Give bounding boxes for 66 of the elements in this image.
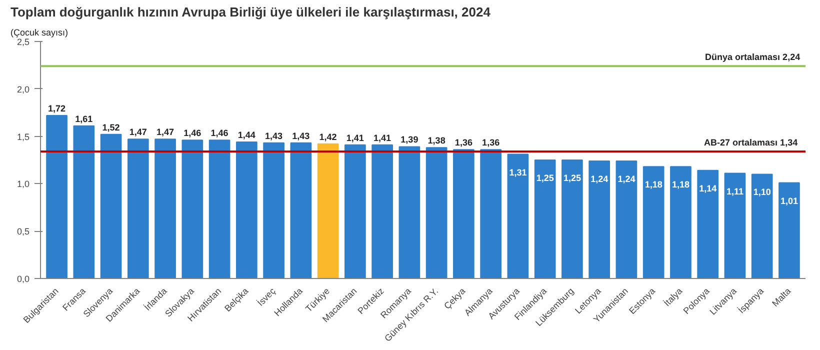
bar: [290, 142, 312, 278]
bar: [778, 182, 800, 278]
y-axis-title: (Çocuk sayısı): [10, 28, 68, 38]
bar: [724, 172, 746, 278]
data-label: 1,11: [726, 186, 744, 196]
bar: [208, 140, 230, 278]
data-label: 1,61: [75, 114, 93, 124]
data-label: 1,47: [129, 127, 147, 138]
bar: [642, 166, 664, 278]
ref-line-label: Dünya ortalaması 2,24: [705, 52, 800, 62]
bar: [317, 143, 339, 278]
bar: [670, 166, 692, 278]
data-label: 1,24: [618, 174, 636, 184]
data-label: 1,42: [319, 132, 337, 142]
bar: [372, 144, 393, 278]
y-tick-label: 0,0: [16, 274, 30, 284]
bar: [562, 160, 583, 278]
bar: [344, 144, 366, 278]
data-label: 1,43: [265, 130, 283, 141]
data-label: 1,36: [454, 138, 472, 148]
bar: [263, 142, 284, 278]
data-label: 1,46: [210, 128, 228, 138]
bar: [236, 141, 258, 278]
bar: [73, 125, 95, 278]
data-label: 1,25: [563, 173, 581, 183]
bar: [697, 170, 719, 278]
data-label: 1,41: [374, 132, 392, 143]
bar: [616, 160, 638, 278]
bar: [426, 147, 448, 278]
data-label: 1,01: [780, 196, 798, 206]
bar: [127, 138, 149, 278]
data-label: 1,47: [156, 127, 174, 138]
bar: [453, 149, 474, 278]
bar: [182, 140, 204, 278]
bar: [588, 160, 610, 278]
data-label: 1,44: [238, 130, 256, 140]
bar: [534, 160, 556, 278]
data-label: 1,52: [102, 122, 120, 132]
y-tick-label: 1,0: [16, 179, 30, 190]
data-label: 1,18: [644, 180, 662, 190]
data-label: 1,38: [428, 136, 446, 146]
data-label: 1,43: [292, 130, 310, 141]
data-label: 1,24: [590, 174, 608, 184]
data-label: 1,10: [753, 187, 771, 198]
bar: [46, 114, 68, 278]
y-tick-label: 2,0: [16, 84, 30, 94]
bar: [507, 154, 529, 278]
data-label: 1,41: [346, 132, 364, 143]
y-tick-label: 1,5: [16, 132, 30, 142]
data-label: 1,46: [184, 128, 202, 138]
data-label: 1,25: [536, 173, 554, 183]
bar: [751, 174, 773, 278]
y-tick-label: 2,5: [16, 37, 30, 47]
data-label: 1,18: [672, 180, 690, 190]
bar: [480, 149, 502, 278]
chart-title: Toplam doğurganlık hızının Avrupa Birliği üye ülkeleri ile karşılaştırması, 2024: [10, 4, 492, 20]
bar: [398, 146, 420, 278]
bar: [154, 138, 176, 278]
data-label: 1,36: [482, 138, 500, 148]
data-label: 1,39: [400, 134, 418, 145]
y-tick-label: 0,5: [16, 226, 30, 237]
data-label: 1,14: [699, 183, 717, 194]
ref-line-label: AB-27 ortalaması 1,34: [704, 137, 798, 148]
data-label: 1,31: [509, 167, 527, 178]
data-label: 1,72: [48, 103, 66, 114]
bar: [100, 134, 122, 278]
